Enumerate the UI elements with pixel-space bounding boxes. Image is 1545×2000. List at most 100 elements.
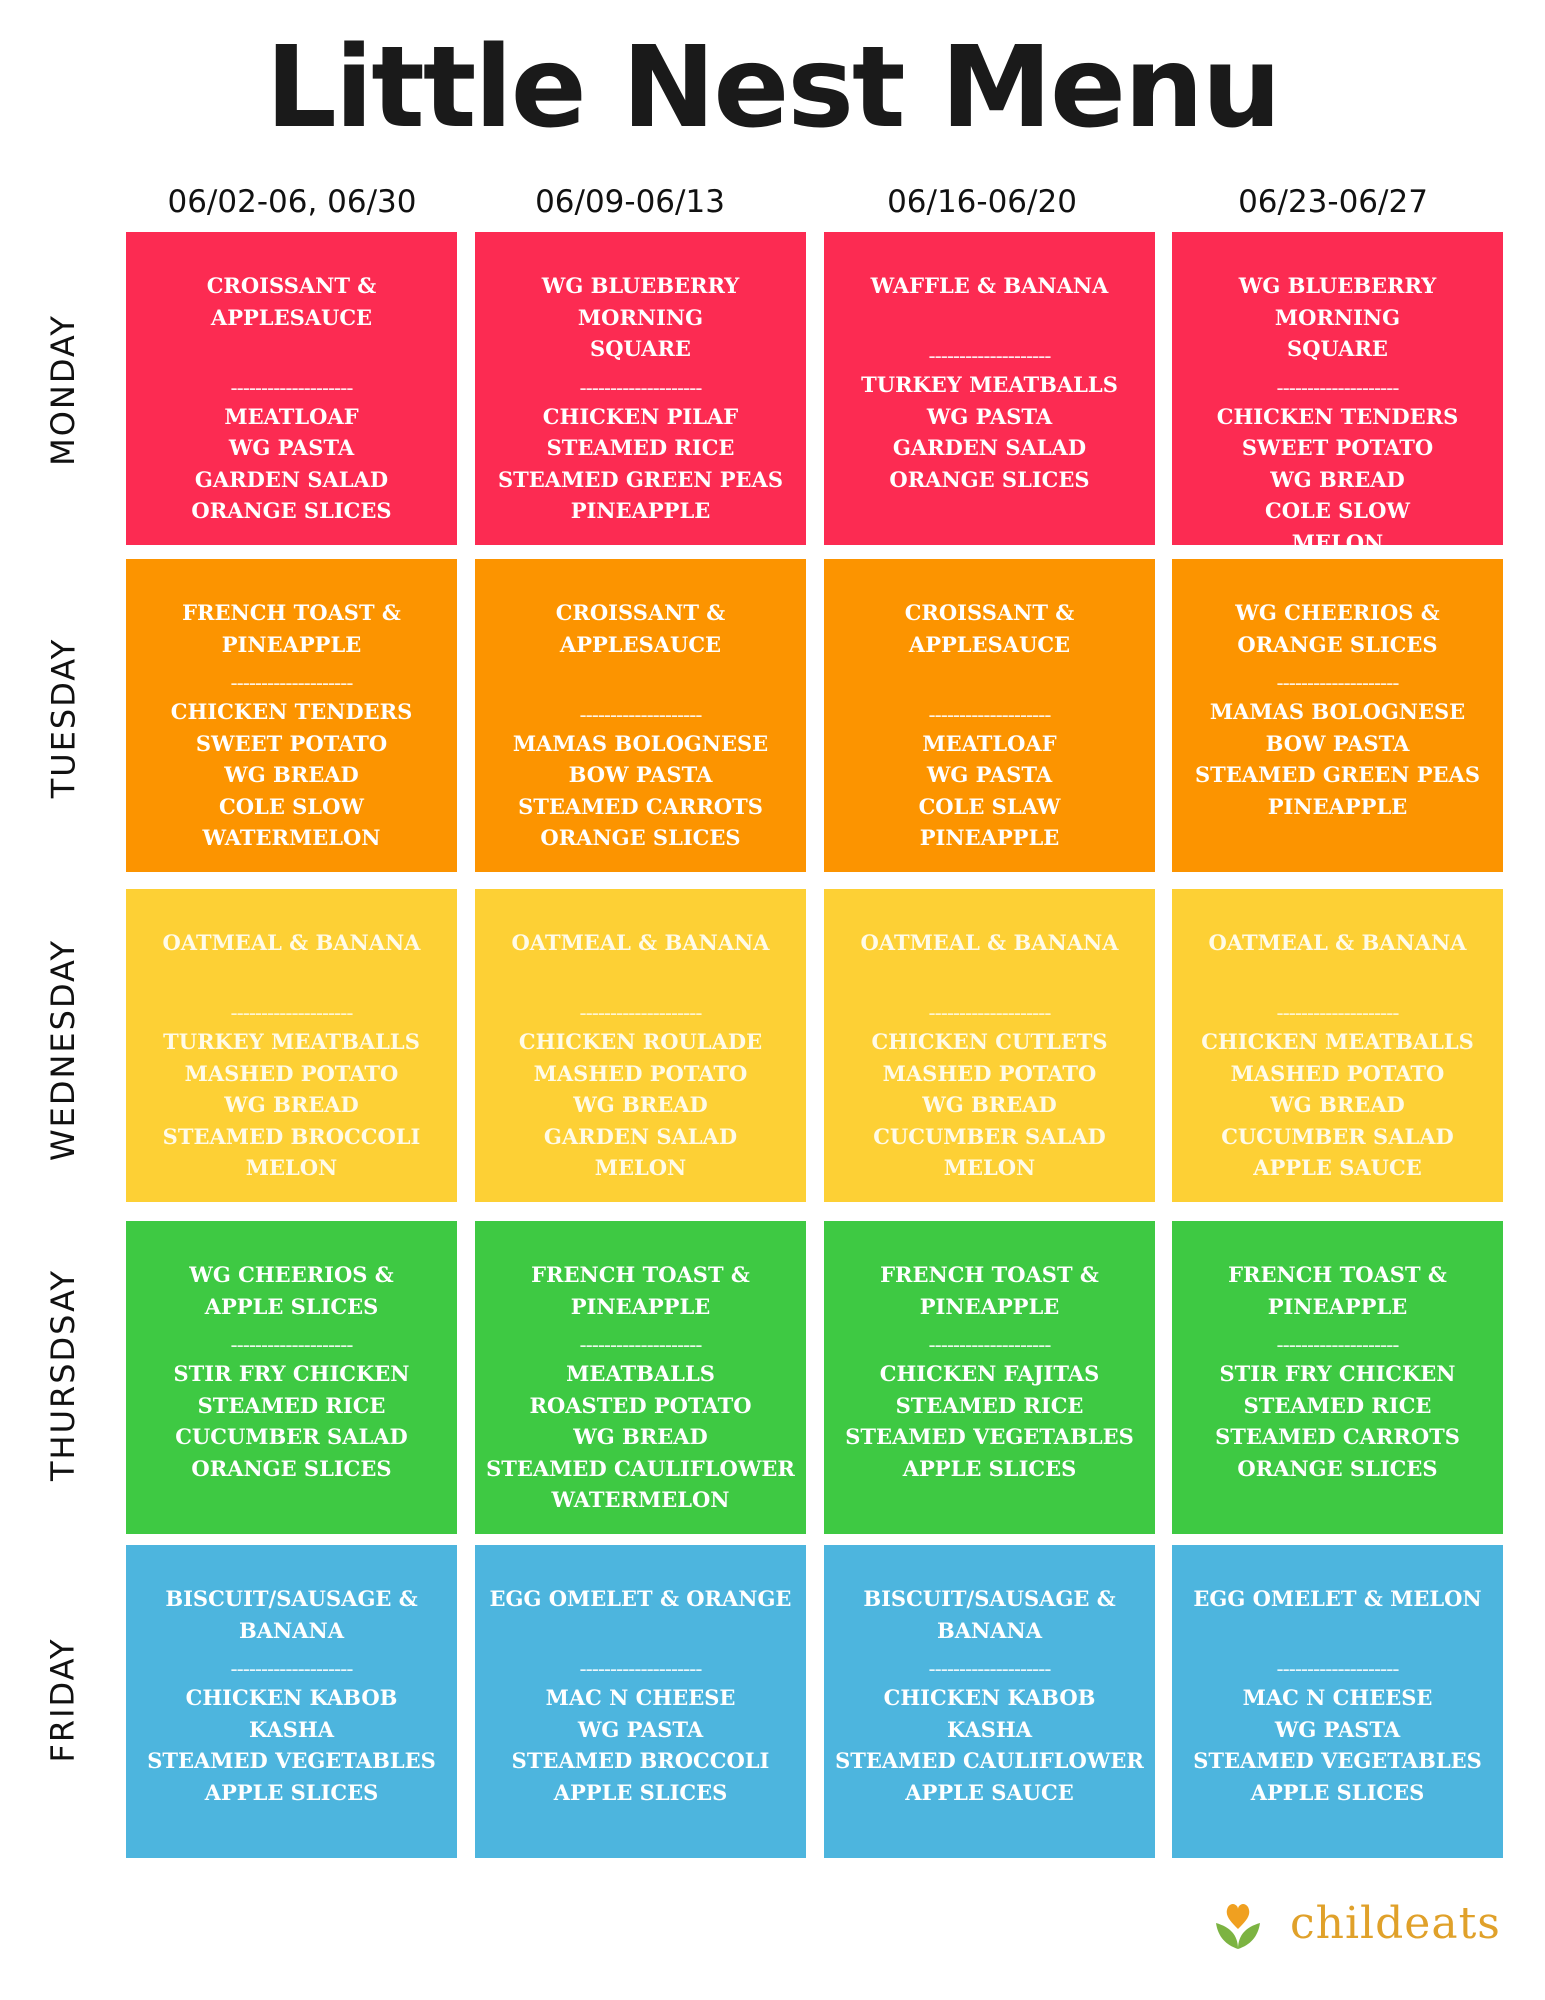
- breakfast-item: CROISSANT & APPLESAUCE: [904, 600, 1075, 657]
- meal-separator: --------------------: [230, 1001, 354, 1025]
- breakfast-item: WG CHEERIOS &: [1235, 600, 1440, 625]
- lunch-item: WG BREAD: [1270, 466, 1405, 492]
- lunch-item: STEAMED CARROTS: [1215, 1424, 1460, 1449]
- lunch-item: ROASTED POTATO: [529, 1392, 752, 1418]
- lunch-item: CHICKEN TENDERS: [170, 699, 413, 724]
- spacer: [132, 333, 451, 365]
- lunch-item: COLE SLAW: [918, 793, 1061, 819]
- lunch-item: STEAMED CARROTS: [518, 793, 763, 819]
- meal-separator: --------------------: [579, 702, 703, 727]
- lunch-item: STIR FRY CHICKEN: [1219, 1361, 1456, 1386]
- breakfast-item: EGG OMELET & MELON: [1193, 1586, 1482, 1611]
- menu-cell: FRENCH TOAST & PINEAPPLE -----------------…: [824, 1221, 1155, 1534]
- lunch-item: WG BREAD: [1270, 1092, 1405, 1117]
- meal-separator: --------------------: [1276, 375, 1400, 400]
- lunch-item: GARDEN SALAD: [194, 466, 389, 492]
- lunch-item: WATERMELON: [202, 825, 381, 850]
- lunch-item: WG PASTA: [577, 1716, 704, 1742]
- lunch-item: STIR FRY CHICKEN: [173, 1361, 410, 1386]
- menu-cell: FRENCH TOAST & PINEAPPLE -----------------…: [475, 1221, 806, 1534]
- spacer: [830, 302, 1149, 334]
- spacer: [481, 1615, 800, 1647]
- breakfast-item: PINEAPPLE: [1267, 1293, 1408, 1319]
- lunch-item: MEATBALLS: [566, 1361, 715, 1386]
- lunch-item: WG PASTA: [926, 403, 1053, 429]
- meal-separator: --------------------: [928, 1001, 1052, 1025]
- breakfast-item: OATMEAL & BANANA: [860, 930, 1119, 955]
- lunch-item: SWEET POTATO: [1241, 435, 1434, 460]
- meal-separator: --------------------: [1276, 1001, 1400, 1025]
- spacer: [830, 660, 1149, 692]
- lunch-item: ORANGE SLICES: [889, 466, 1090, 492]
- breakfast-item: ORANGE SLICES: [1237, 631, 1438, 657]
- lunch-item: COLE SLOW: [219, 793, 364, 819]
- lunch-item: STEAMED RICE: [1243, 1392, 1432, 1418]
- lunch-item: MASHED POTATO: [882, 1060, 1097, 1086]
- breakfast-item: BISCUIT/SAUSAGE &: [165, 1586, 418, 1611]
- day-label-text: THURSDSAY: [44, 1268, 83, 1482]
- breakfast-item: PINEAPPLE: [570, 1293, 711, 1319]
- lunch-item: CUCUMBER SALAD: [175, 1424, 408, 1449]
- breakfast-item: BANANA: [936, 1617, 1043, 1643]
- meal-separator: --------------------: [230, 1333, 354, 1357]
- lunch-item: MAMAS BOLOGNESE: [1209, 699, 1466, 724]
- menu-cell: OATMEAL & BANANA -------------------- CHI…: [824, 889, 1155, 1202]
- lunch-item: CHICKEN CUTLETS: [871, 1029, 1108, 1054]
- menu-cell: BISCUIT/SAUSAGE & BANANA -----------------…: [824, 1545, 1155, 1858]
- breakfast-item: WG BLUEBERRY MORNING: [541, 273, 740, 330]
- lunch-item: WATERMELON: [551, 1487, 730, 1512]
- menu-cell: WG BLUEBERRY MORNING SQUARE --------------…: [475, 232, 806, 545]
- logo-text: childeats: [1290, 1897, 1501, 1949]
- page-title: Little Nest Menu: [265, 23, 1282, 153]
- lunch-item: PINEAPPLE: [919, 825, 1060, 850]
- lunch-item: WG PASTA: [926, 762, 1053, 787]
- meal-separator: --------------------: [230, 671, 354, 695]
- menu-cell: WAFFLE & BANANA -------------------- TURK…: [824, 232, 1155, 545]
- lunch-item: STEAMED CAULIFLOWER: [835, 1748, 1144, 1773]
- day-label-wednesday: WEDNESDAY: [28, 900, 98, 1200]
- lunch-item: APPLE SAUCE: [1253, 1155, 1422, 1180]
- breakfast-item: EGG OMELET & ORANGE: [489, 1586, 792, 1611]
- week-header: 06/09-06/13: [535, 184, 725, 220]
- lunch-item: APPLE SLICES: [204, 1779, 379, 1805]
- breakfast-item: SQUARE: [1287, 336, 1388, 361]
- lunch-item: ORANGE SLICES: [191, 498, 392, 523]
- lunch-item: STEAMED RICE: [895, 1392, 1084, 1418]
- breakfast-item: CROISSANT & APPLESAUCE: [206, 273, 377, 330]
- lunch-item: CUCUMBER SALAD: [1221, 1123, 1454, 1149]
- breakfast-item: OATMEAL & BANANA: [511, 930, 770, 955]
- meal-separator: --------------------: [928, 702, 1052, 727]
- meal-separator: --------------------: [1276, 671, 1400, 695]
- spacer: [830, 959, 1149, 991]
- lunch-item: CUCUMBER SALAD: [873, 1123, 1106, 1149]
- meal-separator: --------------------: [230, 375, 354, 400]
- lunch-item: MASHED POTATO: [184, 1060, 399, 1086]
- lunch-item: COLE SLOW: [1265, 498, 1410, 523]
- breakfast-item: CROISSANT & APPLESAUCE: [555, 600, 726, 657]
- day-label-tuesday: TUESDAY: [28, 568, 98, 868]
- breakfast-item: OATMEAL & BANANA: [1208, 930, 1467, 955]
- breakfast-item: PINEAPPLE: [919, 1293, 1060, 1319]
- spacer: [1178, 1615, 1497, 1647]
- lunch-item: MEATLOAF: [922, 730, 1057, 756]
- lunch-item: STEAMED GREEN PEAS: [1194, 762, 1481, 787]
- meal-separator: --------------------: [579, 375, 703, 400]
- lunch-item: WG BREAD: [224, 1092, 359, 1117]
- menu-cell: OATMEAL & BANANA -------------------- CHI…: [1172, 889, 1503, 1202]
- menu-cell: FRENCH TOAST & PINEAPPLE -----------------…: [1172, 1221, 1503, 1534]
- meal-separator: --------------------: [928, 1333, 1052, 1357]
- lunch-item: WG PASTA: [228, 435, 355, 460]
- day-label-friday: FRIDAY: [28, 1550, 98, 1850]
- lunch-item: PINEAPPLE: [1267, 793, 1408, 819]
- menu-cell: BISCUIT/SAUSAGE & BANANA -----------------…: [126, 1545, 457, 1858]
- lunch-item: CHICKEN ROULADE: [518, 1029, 763, 1054]
- week-header: 06/16-06/20: [887, 184, 1077, 220]
- lunch-item: APPLE SLICES: [553, 1779, 728, 1805]
- lunch-item: KASHA: [249, 1716, 334, 1742]
- lunch-item: TURKEY MEATBALLS: [163, 1029, 420, 1054]
- menu-cell: CROISSANT & APPLESAUCE -----------------…: [126, 232, 457, 545]
- lunch-item: MASHED POTATO: [533, 1060, 748, 1086]
- spacer: [1178, 959, 1497, 991]
- lunch-item: STEAMED RICE: [197, 1392, 386, 1418]
- lunch-item: WG BREAD: [573, 1424, 708, 1449]
